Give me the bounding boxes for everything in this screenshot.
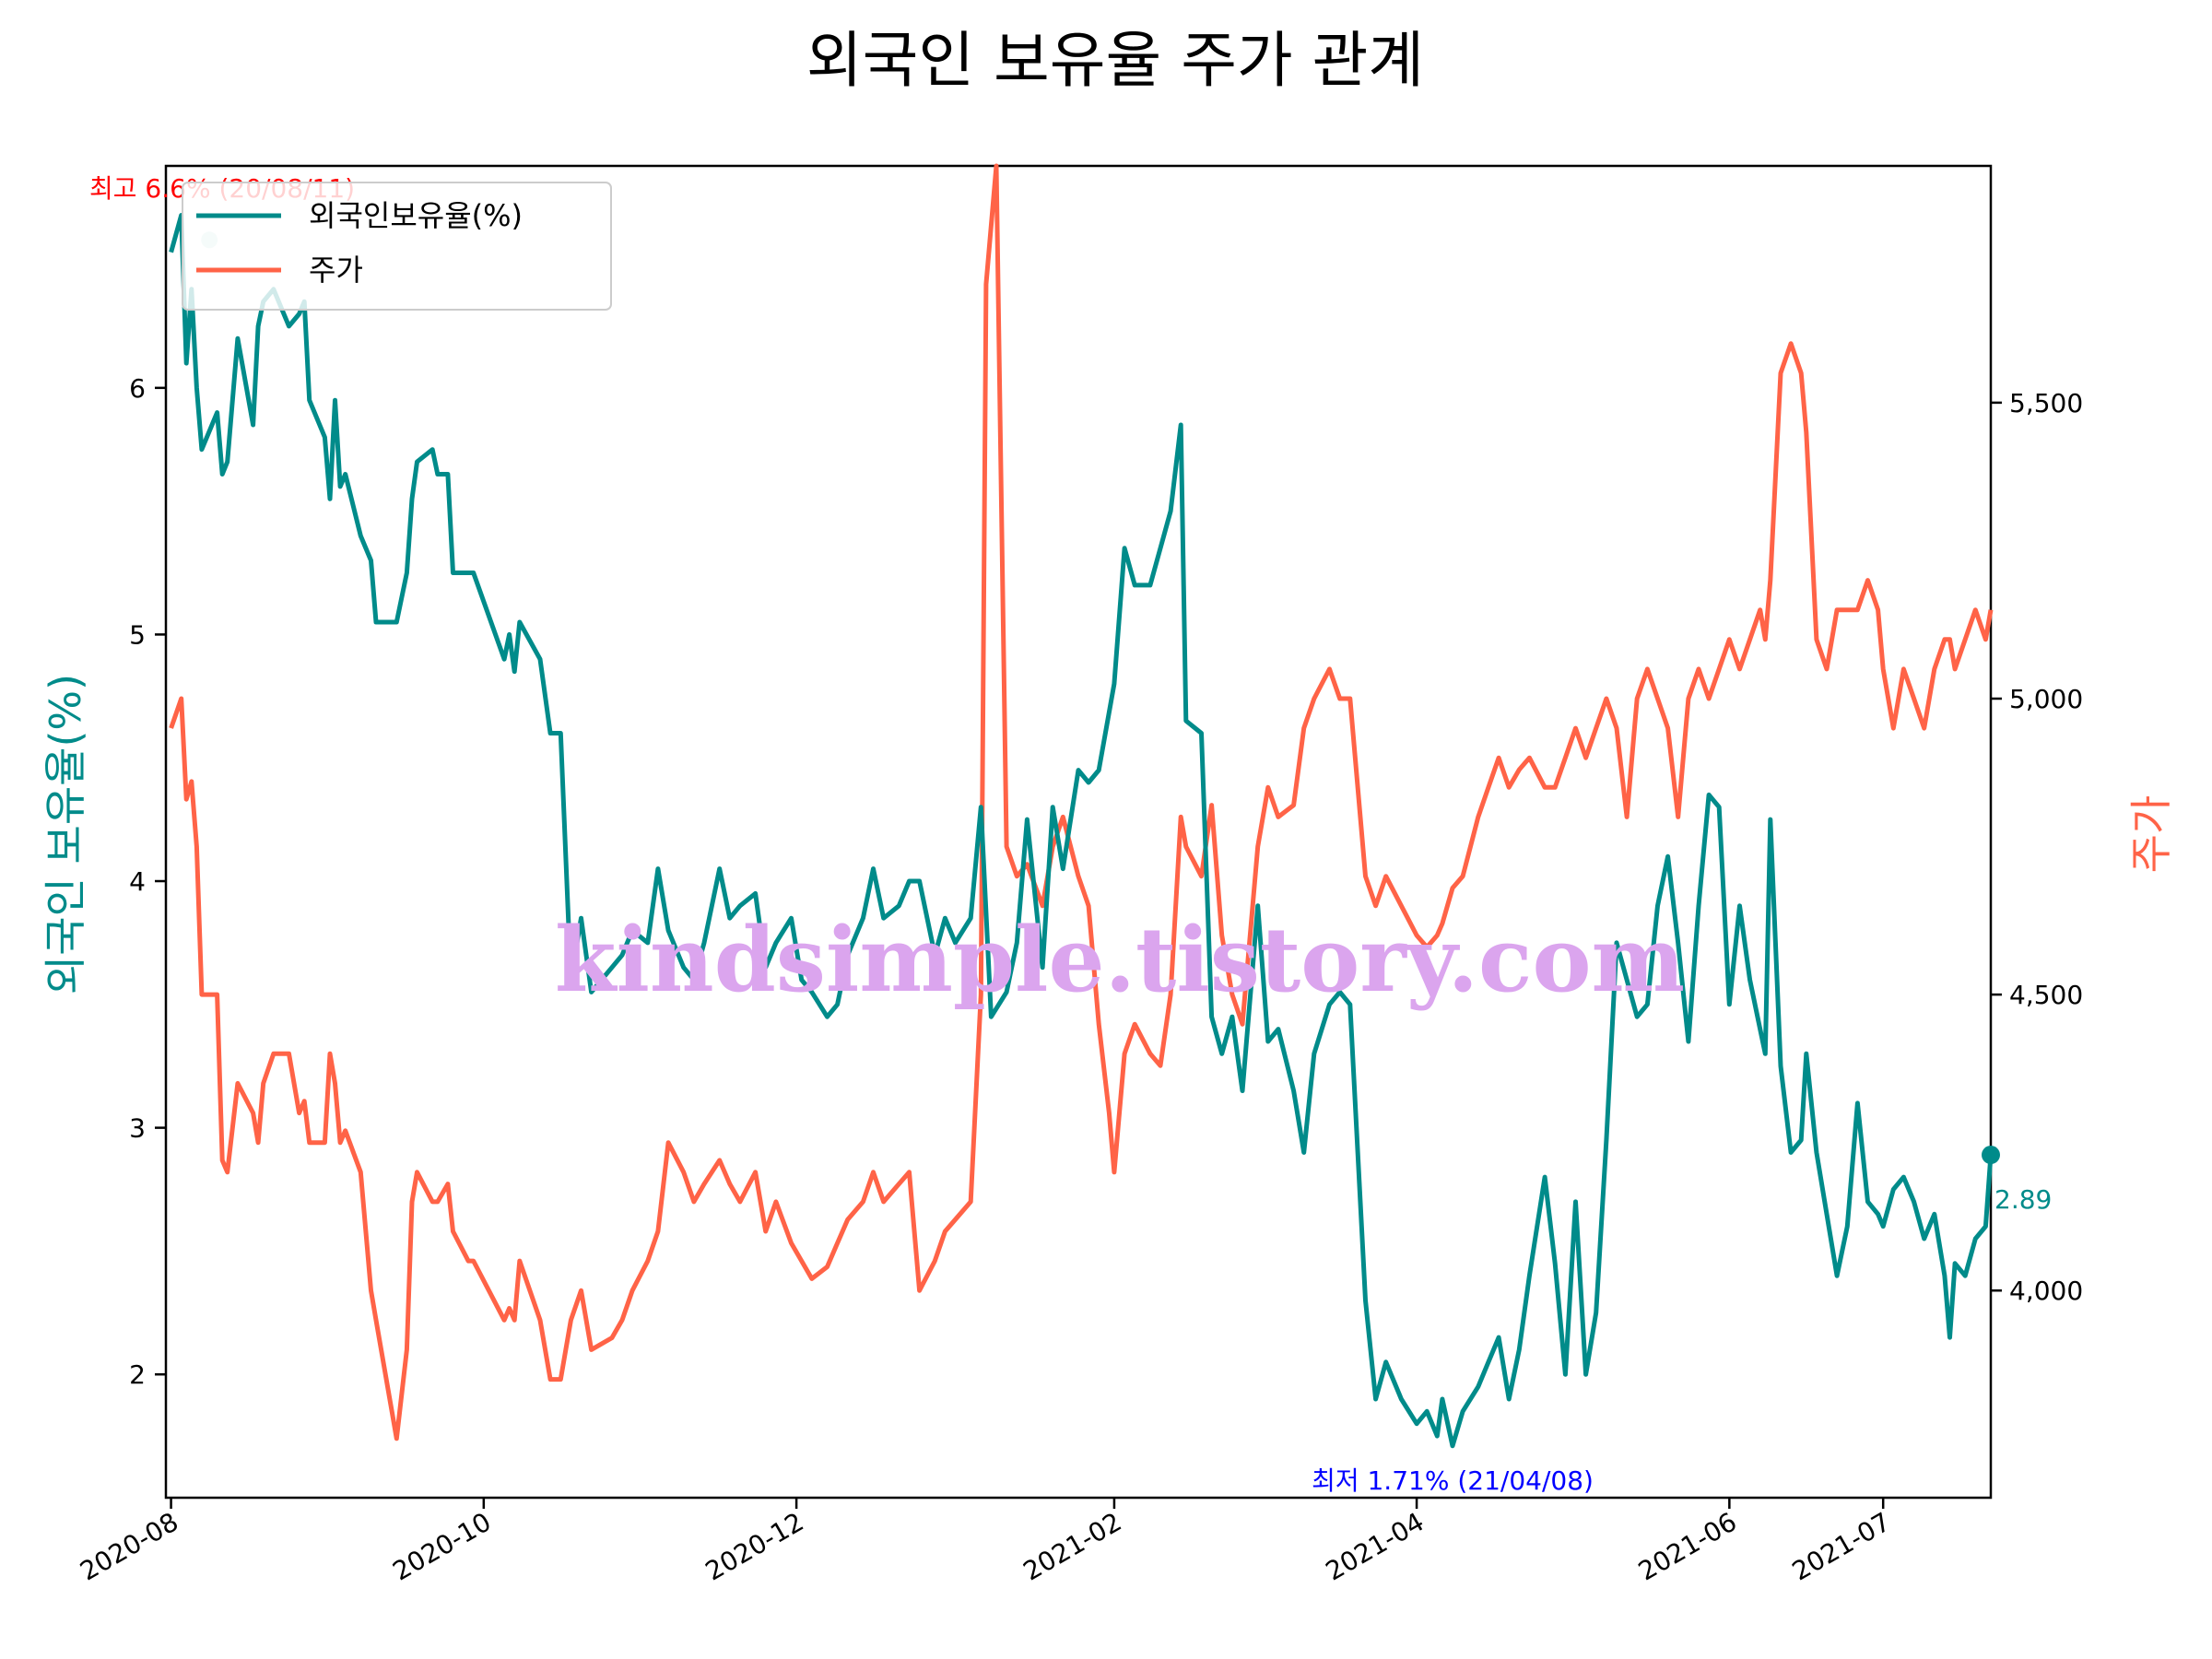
series-line-foreign [169,213,1994,1449]
legend-label-foreign: 외국인보유율(%) [309,198,523,233]
left-y-tick-label: 3 [129,1113,146,1144]
left-y-tick-label: 6 [129,373,146,404]
right-y-tick-label: 4,000 [2009,1276,2083,1306]
right-y-tick-label: 4,500 [2009,980,2083,1010]
right-y-tick-label: 5,500 [2009,388,2083,418]
watermark: kindsimple.tistory.com [555,908,1685,1012]
left-y-tick-label: 2 [129,1359,146,1390]
left-y-axis-label: 외국인 보유율(%) [41,674,90,994]
series-line-price [169,163,1994,1441]
right-y-tick-label: 5,000 [2009,684,2083,714]
series-layer: 최고 6.6% (20/08/11)최저 1.71% (21/04/08)2.8… [89,163,2052,1496]
legend-box [182,182,612,311]
left-y-tick-label: 5 [129,619,146,650]
left-y-tick-label: 4 [129,866,146,897]
plot-area [164,164,1993,1500]
legend-label-price: 주가 [309,253,363,288]
last-value-marker [1982,1146,2000,1165]
right-y-axis-label: 주가 [2126,795,2176,874]
min-annotation: 최저 1.71% (21/04/08) [1312,1465,1594,1496]
legend: 외국인보유율(%) 주가 [182,182,612,311]
last-value-label: 2.89 [1994,1184,2052,1215]
chart-title: 외국인 보유율 주가 관계 [806,25,1424,96]
